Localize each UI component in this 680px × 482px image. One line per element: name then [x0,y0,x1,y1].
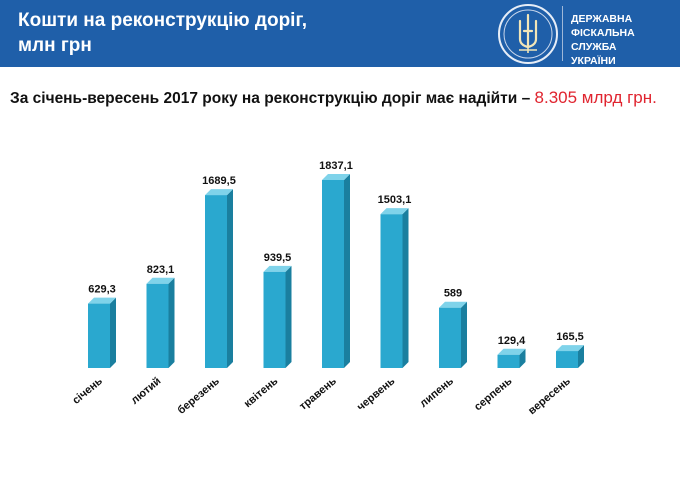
org-line-1: ДЕРЖАВНА [571,13,633,25]
x-tick-label: квітень [242,375,281,410]
x-tick-label: липень [418,375,456,410]
bar [263,271,286,368]
bar [205,195,227,368]
bar [497,354,520,368]
bar [88,303,110,368]
bar [556,351,578,368]
bar-top [556,345,584,352]
org-name: ДЕРЖАВНА ФІСКАЛЬНА СЛУЖБА УКРАЇНИ [571,12,680,68]
bar-chart: 629,3 січень 823,1 лютий 1689,5 березень 939,5… [70,160,584,417]
data-label: 165,5 [556,331,584,343]
bar [380,214,403,368]
bar-side [461,301,467,368]
x-tick-label: лютий [129,375,164,407]
bar-side [519,348,526,368]
bar-top [497,348,526,355]
subtitle: За січень-вересень 2017 року на реконстр… [10,88,678,108]
org-divider [562,6,571,61]
bar-top [88,297,116,304]
x-tick-label: серпень [472,375,514,413]
tryzub-emblem-icon [498,4,558,64]
bar-side [168,277,175,368]
bar [146,283,169,368]
header-bar: Кошти на реконструкцію доріг, млн грн ДЕ… [0,0,680,67]
x-tick-label: березень [175,375,222,417]
org-line-2: ФІСКАЛЬНА СЛУЖБА [571,27,635,53]
bar-top [380,208,409,215]
title-line-2: млн грн [18,35,92,56]
bar [322,180,344,368]
data-label: 939,5 [264,252,292,264]
bar-top [263,265,292,272]
bar-side [578,345,584,368]
page-title: Кошти на реконструкцію доріг, млн грн [18,8,458,58]
bar-side [110,297,116,368]
x-tick-label: травень [297,375,339,413]
org-line-3: УКРАЇНИ [571,55,616,67]
x-tick-label: червень [355,375,398,414]
bar-top [322,174,350,180]
data-label: 129,4 [498,335,526,347]
x-tick-label: січень [70,375,105,407]
subtitle-text: За січень-вересень 2017 року на реконстр… [10,90,531,107]
bar-side [285,265,292,368]
bar-side [402,208,409,368]
data-label: 1837,1 [319,160,353,172]
data-label: 1689,5 [202,175,236,187]
title-line-1: Кошти на реконструкцію доріг, [18,10,307,31]
data-label: 823,1 [147,264,175,276]
x-tick-label: вересень [526,375,573,417]
bar-top [205,189,233,196]
data-label: 1503,1 [378,194,412,206]
bar-side [227,189,233,368]
bar-side [344,174,350,368]
data-label: 629,3 [88,284,116,296]
subtitle-total: 8.305 млрд грн. [534,88,657,107]
bar-top [439,301,467,308]
data-label: 589 [444,288,462,300]
bar-top [146,277,175,284]
bar [439,307,461,368]
